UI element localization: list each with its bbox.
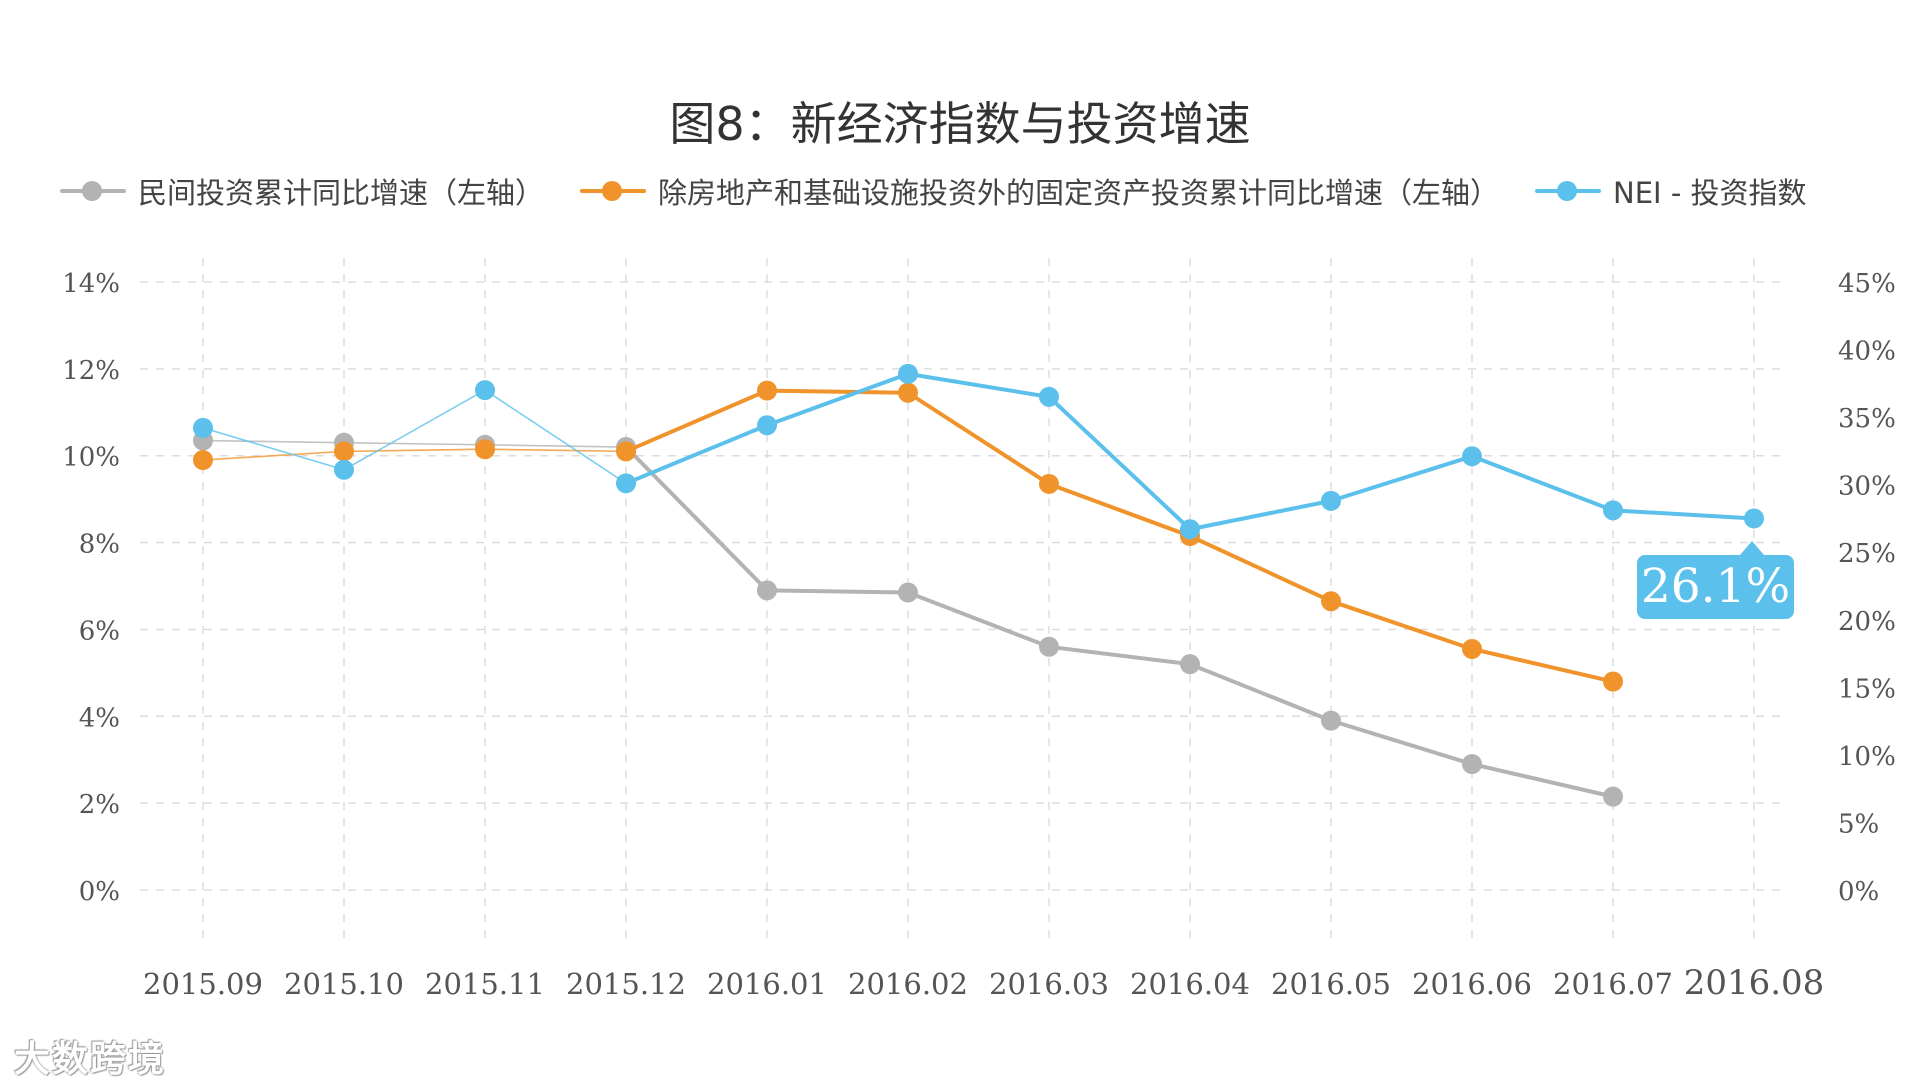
legend-swatch-blue <box>1535 181 1602 201</box>
watermark-logo: 大数跨境 <box>14 1039 167 1080</box>
data-point <box>1603 500 1623 521</box>
y-left-tick-label: 10% <box>62 443 120 473</box>
x-tick-label: 2015.11 <box>425 967 545 1001</box>
x-tick-label: 2016.06 <box>1412 967 1532 1001</box>
series-line-0 <box>624 445 1614 799</box>
data-point <box>757 415 777 436</box>
legend-item-nei-index[interactable]: NEI - 投资指数 <box>1535 170 1807 212</box>
y-right-tick-label: 20% <box>1838 607 1896 637</box>
x-tick-label: 2015.10 <box>284 967 404 1001</box>
y-right-tick-label: 25% <box>1838 539 1896 569</box>
x-tick-label: 2015.09 <box>143 967 263 1001</box>
y-left-tick-label: 2% <box>79 790 120 820</box>
data-point <box>1321 490 1341 511</box>
y-left-tick-label: 4% <box>79 703 120 733</box>
data-point <box>1462 446 1482 467</box>
y-left-tick-label: 0% <box>79 877 120 907</box>
data-point <box>1462 638 1482 659</box>
data-point <box>1180 654 1200 675</box>
data-point <box>1039 386 1059 407</box>
legend: 民间投资累计同比增速（左轴） 除房地产和基础设施投资外的固定资产投资累计同比增速… <box>60 170 1843 212</box>
data-point <box>193 417 213 438</box>
legend-item-private-investment[interactable]: 民间投资累计同比增速（左轴） <box>60 170 544 212</box>
y-right-tick-label: 15% <box>1838 674 1896 704</box>
data-point <box>334 441 354 462</box>
data-point <box>616 473 636 494</box>
value-callout: 26.1% <box>1637 555 1794 619</box>
data-point <box>334 459 354 480</box>
legend-label-private-investment: 民间投资累计同比增速（左轴） <box>138 176 545 210</box>
y-left-tick-label: 6% <box>79 616 120 646</box>
callout-arrow <box>1740 541 1764 555</box>
data-point <box>1321 591 1341 612</box>
data-point <box>757 580 777 601</box>
legend-label-nei-index: NEI - 投资指数 <box>1613 176 1807 210</box>
chart-title: 图8：新经济指数与投资增速 <box>669 97 1251 151</box>
data-point <box>1039 636 1059 657</box>
legend-swatch-gray <box>60 181 126 201</box>
x-tick-label: 2016.03 <box>989 967 1109 1001</box>
y-right-tick-label: 5% <box>1838 809 1879 839</box>
data-point <box>1462 754 1482 775</box>
legend-swatch-orange <box>580 181 647 201</box>
data-point <box>1744 508 1764 529</box>
y-right-tick-label: 40% <box>1838 337 1896 367</box>
data-point <box>475 380 495 401</box>
y-right-tick-label: 35% <box>1838 404 1896 434</box>
x-tick-label: 2016.01 <box>707 967 827 1001</box>
y-right-tick-label: 10% <box>1838 742 1896 772</box>
series-line-start-1 <box>202 448 627 461</box>
data-point <box>898 582 918 603</box>
y-left-tick-label: 14% <box>62 269 120 299</box>
x-tick-label: 2016.07 <box>1553 967 1673 1001</box>
y-right-tick-label: 30% <box>1838 472 1896 502</box>
y-left-tick-label: 12% <box>62 356 120 386</box>
data-point <box>757 380 777 401</box>
x-tick-label: 2016.02 <box>848 967 968 1001</box>
data-point <box>1603 671 1623 692</box>
data-point <box>898 363 918 384</box>
data-point <box>1039 473 1059 494</box>
series-line-1 <box>625 388 1614 684</box>
x-tick-label: 2016.08 <box>1684 963 1825 1003</box>
data-point <box>1603 786 1623 807</box>
data-point <box>193 450 213 471</box>
data-point <box>1321 710 1341 731</box>
x-tick-label: 2016.04 <box>1130 967 1250 1001</box>
legend-item-fixed-asset-investment[interactable]: 除房地产和基础设施投资外的固定资产投资累计同比增速（左轴） <box>580 170 1499 212</box>
y-right-tick-label: 45% <box>1838 269 1896 299</box>
x-tick-label: 2016.05 <box>1271 967 1391 1001</box>
y-left-tick-label: 8% <box>79 530 120 560</box>
legend-label-fixed-asset-investment: 除房地产和基础设施投资外的固定资产投资累计同比增速（左轴） <box>658 176 1500 210</box>
data-point <box>616 441 636 462</box>
data-point <box>475 439 495 460</box>
x-tick-label: 2015.12 <box>566 967 686 1001</box>
data-point <box>898 382 918 403</box>
series-line-start-2 <box>202 389 627 484</box>
data-point <box>1180 519 1200 540</box>
series-line-start-0 <box>202 439 627 448</box>
y-right-tick-label: 0% <box>1838 877 1879 907</box>
